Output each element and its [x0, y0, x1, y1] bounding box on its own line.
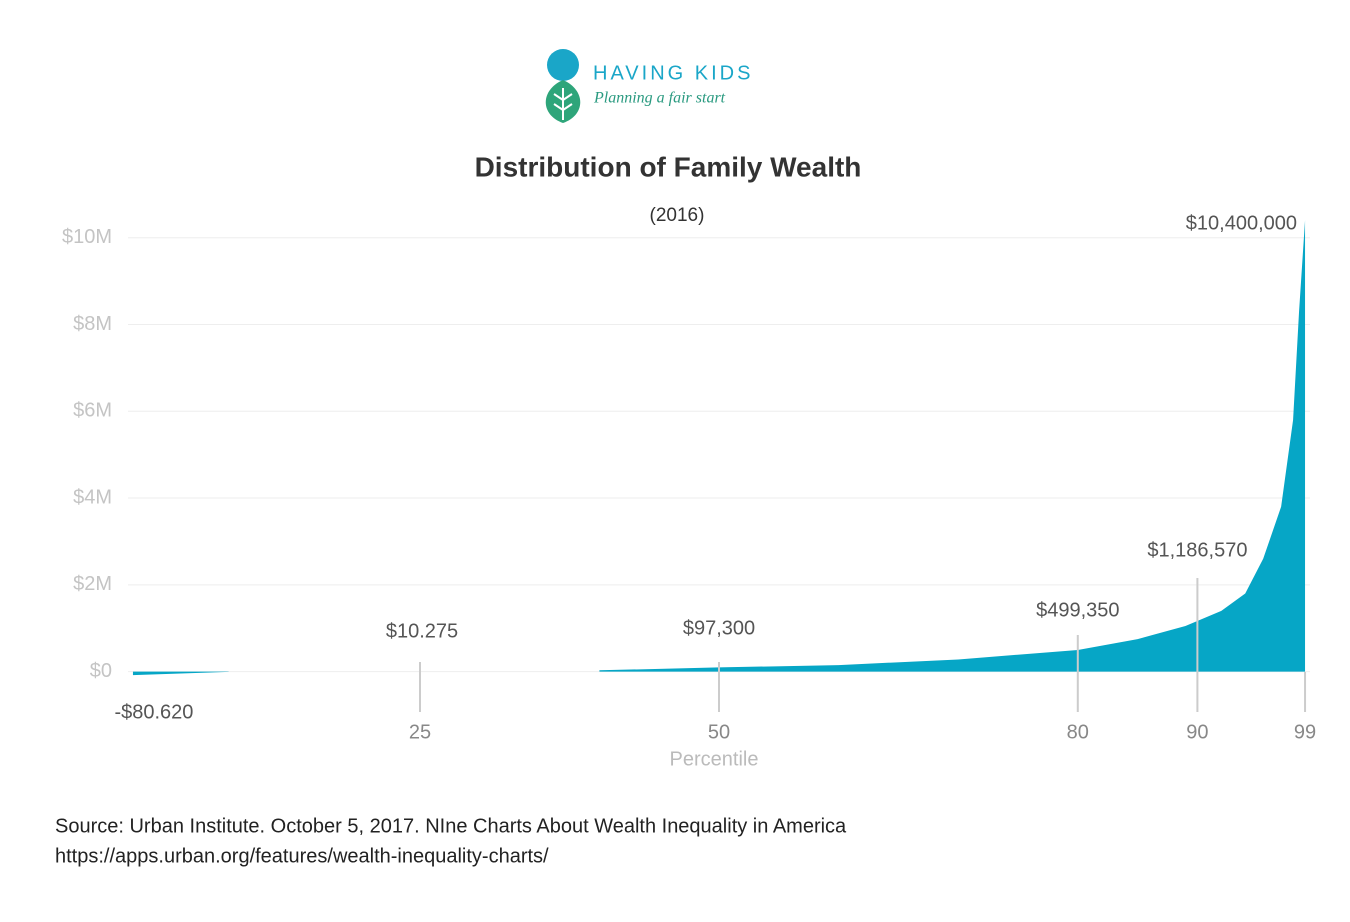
- brand-name: HAVING KIDS: [593, 62, 753, 84]
- annotation-label: -$80.620: [114, 701, 193, 723]
- x-tick-label: 25: [409, 721, 431, 743]
- chart-subtitle: (2016): [650, 205, 705, 226]
- source: Source: Urban Institute. October 5, 2017…: [55, 815, 847, 837]
- x-tick-label: 80: [1067, 721, 1089, 743]
- x-tick-label: 50: [708, 721, 730, 743]
- brand-tagline: Planning a fair start: [593, 90, 726, 107]
- y-tick-label: $2M: [73, 573, 112, 595]
- annotation-label: $10,400,000: [1186, 212, 1297, 234]
- y-tick-label: $4M: [73, 486, 112, 508]
- logo: HAVING KIDS Planning a fair start: [545, 49, 753, 123]
- annotation-label: $10.275: [386, 620, 458, 642]
- source-url: https://apps.urban.org/features/wealth-i…: [55, 845, 549, 867]
- y-tick-label: $0: [90, 660, 112, 682]
- logo-head: [547, 49, 579, 81]
- y-tick-label: $10M: [62, 226, 112, 248]
- area: [132, 220, 1306, 676]
- y-tick-label: $8M: [73, 313, 112, 335]
- x-tick-label: 90: [1186, 721, 1208, 743]
- x-axis-label: Percentile: [670, 748, 759, 770]
- annotation-label: $1,186,570: [1147, 539, 1247, 561]
- logo-vein: [553, 88, 573, 120]
- annotation-label: $97,300: [683, 617, 755, 639]
- chart-title: Distribution of Family Wealth: [475, 151, 862, 182]
- annotation-label: $499,350: [1036, 599, 1119, 621]
- x-tick-label: 99: [1294, 721, 1316, 743]
- y-tick-label: $6M: [73, 400, 112, 422]
